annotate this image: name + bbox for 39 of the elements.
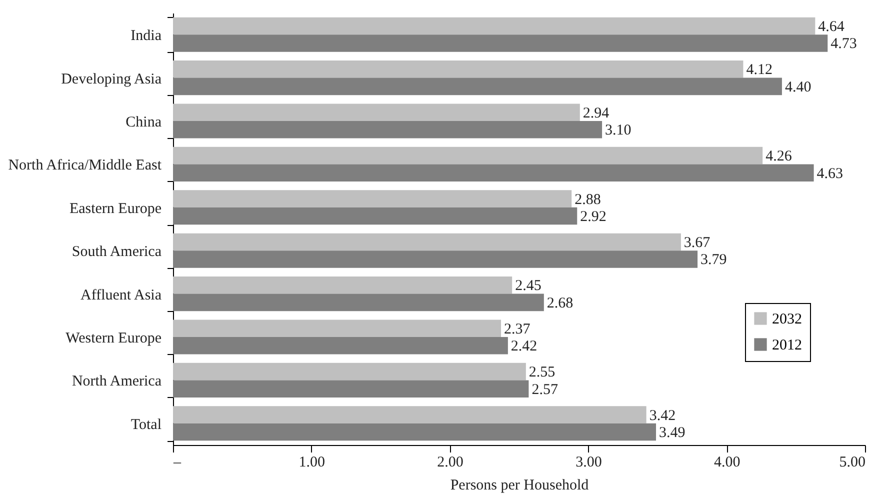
data-label: 2.68: [546, 295, 574, 312]
data-label: 2.94: [582, 105, 610, 122]
x-tick-label: 4.00: [714, 454, 740, 470]
data-label: 2.55: [528, 364, 556, 381]
legend-label: 2012: [772, 338, 802, 354]
y-tick-label: China: [126, 114, 162, 130]
data-label: 3.42: [649, 408, 676, 424]
y-tick-label: North Africa/Middle East: [8, 158, 162, 174]
data-label: 3.10: [605, 122, 632, 139]
data-label: 4.63: [816, 166, 844, 182]
y-tick-label: Eastern Europe: [69, 200, 162, 217]
y-tick-label: India: [130, 28, 162, 44]
x-tick-label: 5.00: [839, 454, 866, 470]
y-tick-label: Developing Asia: [61, 71, 162, 88]
x-axis-title: Persons per Household: [450, 478, 590, 494]
data-label: 2.88: [574, 192, 601, 208]
y-tick-label: North America: [72, 374, 162, 390]
data-label: 4.12: [746, 62, 772, 78]
data-label: 2.42: [510, 338, 538, 355]
data-label: 4.40: [784, 79, 812, 96]
data-label: 2.45: [515, 278, 542, 294]
data-label: 3.67: [684, 234, 711, 251]
y-tick-label: Total: [130, 416, 162, 433]
data-label: 4.73: [830, 36, 857, 52]
data-label: 4.26: [766, 148, 792, 165]
y-tick-label: South America: [72, 244, 162, 260]
data-label: 3.49: [659, 425, 686, 442]
y-tick-label: Affluent Asia: [80, 287, 162, 304]
data-label: 2.57: [532, 382, 558, 398]
data-label: 3.79: [700, 252, 727, 268]
x-tick-label: –: [172, 454, 182, 470]
x-tick-label: 3.00: [576, 454, 602, 470]
data-label: 4.64: [818, 18, 845, 35]
data-label: 2.37: [504, 321, 531, 338]
data-label: 2.92: [580, 209, 606, 226]
legend-label: 2032: [772, 312, 802, 328]
x-tick-label: 1.00: [298, 454, 326, 470]
y-tick-label: Western Europe: [66, 330, 162, 346]
x-tick-label: 2.00: [437, 454, 464, 470]
